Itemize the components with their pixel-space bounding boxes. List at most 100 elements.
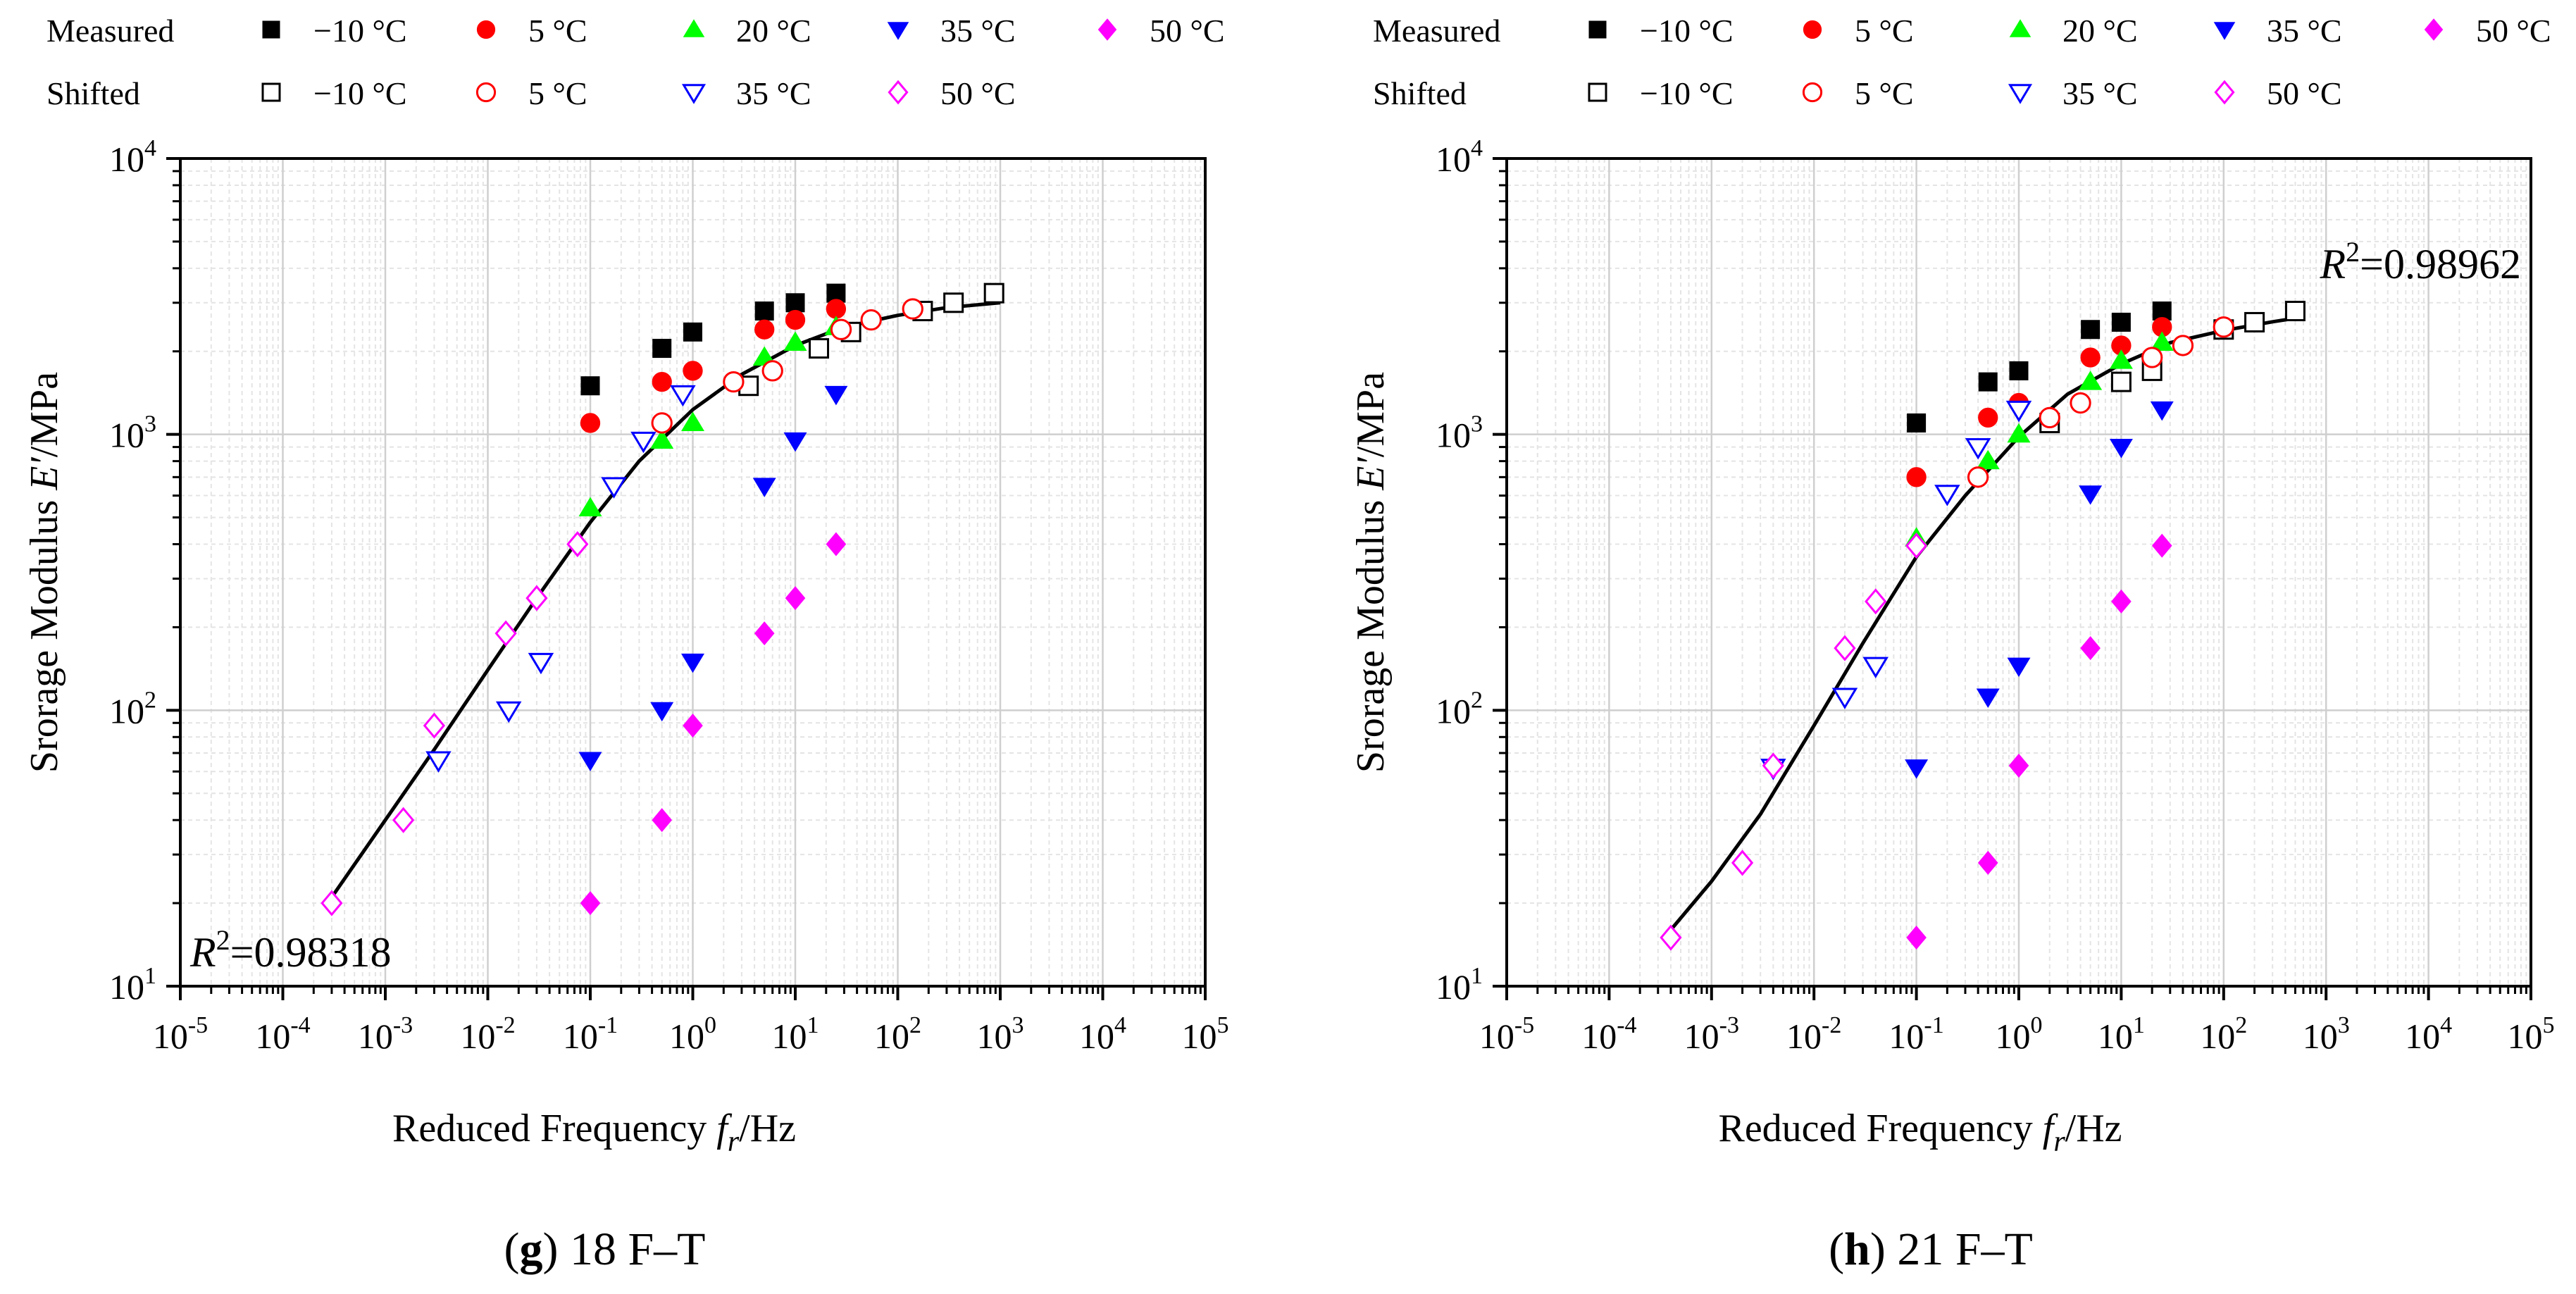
series-t50-shifted [1660, 533, 1928, 951]
x-tick-exponent: 3 [2338, 1012, 2350, 1038]
y-tick-label: 101 [1436, 963, 1483, 1007]
data-point [783, 331, 807, 352]
legend-row-label-measured: Measured [46, 13, 174, 49]
y-tick-mantissa: 10 [109, 967, 144, 1007]
data-point [2110, 371, 2132, 392]
legend-marker-measured [1097, 18, 1117, 41]
series-t35-shifted [425, 385, 696, 773]
series-m10-measured [580, 283, 846, 396]
y-axis-label-var: E′ [23, 457, 66, 491]
x-tick-mantissa: 10 [1996, 1016, 2031, 1056]
legend-marker-measured [1803, 20, 1822, 39]
x-tick-mantissa: 10 [460, 1016, 495, 1056]
x-tick-mantissa: 10 [2405, 1016, 2440, 1056]
legend-marker-shifted [261, 82, 281, 102]
data-point [2009, 361, 2029, 380]
data-point [1976, 449, 2000, 470]
x-tick-exponent: -4 [290, 1012, 310, 1038]
data-point [2079, 485, 2103, 505]
legend-label-measured: 20 °C [2062, 13, 2138, 49]
r2-superscript: 2 [216, 924, 230, 956]
x-axis-label-unit: /Hz [2065, 1107, 2122, 1150]
data-point [1906, 926, 1927, 950]
fit-curve [330, 301, 1001, 899]
data-point [809, 338, 830, 359]
data-point [2284, 301, 2306, 322]
data-point [1978, 372, 1998, 392]
data-point [683, 361, 703, 381]
data-point [783, 432, 807, 452]
data-point [1762, 752, 1784, 779]
data-point [2005, 400, 2032, 423]
x-tick-label: 102 [2200, 1012, 2247, 1056]
panel-caption: (g) 18 F–T [504, 1224, 706, 1275]
data-point [1906, 467, 1927, 487]
legend-row-label-shifted: Shifted [46, 75, 140, 111]
legend-marker-measured [887, 22, 909, 40]
legend-label-shifted: 35 °C [2062, 75, 2138, 111]
x-tick-mantissa: 10 [153, 1016, 188, 1056]
data-point [670, 385, 696, 407]
data-point [1907, 413, 1927, 433]
legend-label-measured: 5 °C [528, 13, 587, 49]
x-tick-label: 105 [1182, 1012, 1229, 1056]
data-point [578, 497, 602, 517]
x-tick-exponent: 4 [1114, 1012, 1126, 1038]
data-point [580, 376, 600, 396]
r2-annotation: R2=0.98318 [189, 924, 392, 976]
series-t35-measured [1905, 401, 2174, 779]
legend-marker-shifted [2008, 84, 2033, 104]
x-tick-exponent: 0 [704, 1012, 716, 1038]
x-tick-exponent: -2 [495, 1012, 515, 1038]
x-tick-label: 10-1 [563, 1012, 618, 1056]
caption-text: ) 21 F–T [1870, 1224, 2033, 1275]
data-point [650, 702, 674, 722]
x-tick-mantissa: 10 [1479, 1016, 1514, 1056]
x-tick-mantissa: 10 [563, 1016, 598, 1056]
x-tick-label: 10-3 [1684, 1012, 1739, 1056]
data-point [902, 298, 923, 320]
caption-text: ) 18 F–T [542, 1224, 705, 1275]
legend: Measured Shifted −10 °C 5 °C 20 °C 35 °C 50 °C… [1373, 13, 2551, 111]
legend-row-label-measured: Measured [1373, 13, 1500, 49]
y-tick-exponent: 4 [1471, 135, 1483, 161]
data-point [2213, 316, 2234, 338]
y-tick-exponent: 4 [144, 135, 156, 161]
y-tick-mantissa: 10 [109, 691, 144, 730]
x-tick-mantissa: 10 [1079, 1016, 1114, 1056]
y-tick-exponent: 3 [1471, 411, 1483, 437]
data-point [723, 371, 745, 393]
r2-symbol: R [189, 929, 216, 976]
x-tick-exponent: -5 [188, 1012, 208, 1038]
x-axis-label-unit: /Hz [739, 1107, 796, 1150]
data-point [761, 360, 783, 382]
legend-label-measured: 5 °C [1855, 13, 1914, 49]
y-tick-label: 102 [109, 687, 156, 730]
data-point [754, 621, 775, 646]
x-tick-mantissa: 10 [669, 1016, 704, 1056]
r2-annotation: R2=0.98962 [2320, 236, 2522, 287]
legend-label-shifted: 5 °C [1855, 75, 1914, 111]
x-tick-exponent: 1 [807, 1012, 819, 1038]
data-point [630, 431, 657, 454]
x-tick-label: 100 [669, 1012, 716, 1056]
y-tick-label: 104 [109, 135, 156, 179]
data-point [2080, 636, 2101, 661]
x-tick-exponent: 2 [909, 1012, 921, 1038]
legend-label-measured: −10 °C [1640, 13, 1734, 49]
data-point [1967, 466, 1989, 488]
x-tick-label: 104 [2405, 1012, 2452, 1056]
data-point [392, 807, 415, 833]
legend-label-measured: 35 °C [940, 13, 1016, 49]
legend-marker-measured [2424, 18, 2444, 41]
r2-superscript: 2 [2346, 236, 2360, 268]
data-point [1977, 850, 1998, 875]
data-point [525, 585, 548, 611]
x-tick-label: 10-3 [358, 1012, 413, 1056]
data-point [943, 292, 964, 313]
x-tick-exponent: 0 [2031, 1012, 2043, 1038]
data-point [2109, 439, 2133, 459]
data-point [650, 429, 674, 449]
data-point [681, 411, 704, 432]
